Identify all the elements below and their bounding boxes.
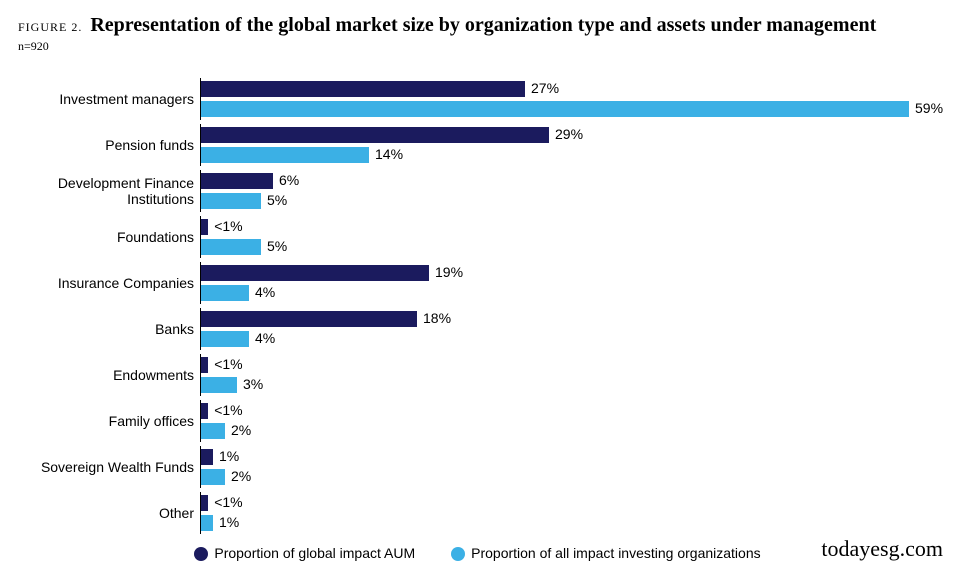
value-label-orgs: 4%	[255, 330, 275, 346]
chart-row: Investment managers27%59%	[0, 78, 955, 120]
legend-swatch-icon	[451, 547, 465, 561]
figure-title: Representation of the global market size…	[90, 14, 876, 36]
chart-row: Development Finance Institutions6%5%	[0, 170, 955, 212]
legend-item: Proportion of all impact investing organ…	[451, 545, 761, 561]
category-label: Banks	[0, 321, 194, 337]
value-label-orgs: 4%	[255, 284, 275, 300]
header: FIGURE 2. Representation of the global m…	[18, 14, 937, 54]
value-label-orgs: 1%	[219, 514, 239, 530]
bar-orgs	[201, 469, 225, 485]
bar-group: <1% 5%	[201, 218, 935, 256]
legend-label: Proportion of global impact AUM	[214, 545, 415, 561]
value-label-aum: 19%	[435, 264, 463, 280]
value-label-aum: 18%	[423, 310, 451, 326]
value-label-aum: 6%	[279, 172, 299, 188]
value-label-orgs: 3%	[243, 376, 263, 392]
bar-orgs	[201, 285, 249, 301]
chart-row: Foundations <1% 5%	[0, 216, 955, 258]
value-label-orgs: 14%	[375, 146, 403, 162]
value-label-orgs: 5%	[267, 192, 287, 208]
bar-group: 1%2%	[201, 448, 935, 486]
chart-row: Endowments <1%3%	[0, 354, 955, 396]
category-label: Insurance Companies	[0, 275, 194, 291]
chart-row: Family offices<1%2%	[0, 400, 955, 442]
bar-aum	[201, 173, 273, 189]
chart-row: Sovereign Wealth Funds1%2%	[0, 446, 955, 488]
value-label-aum: 1%	[219, 448, 239, 464]
value-label-aum: <1%	[214, 494, 242, 510]
bar-aum	[201, 127, 549, 143]
legend-label: Proportion of all impact investing organ…	[471, 545, 761, 561]
bar-group: 6%5%	[201, 172, 935, 210]
bar-group: 27%59%	[201, 80, 935, 118]
bar-orgs	[201, 423, 225, 439]
value-label-aum: 29%	[555, 126, 583, 142]
chart-row: Banks 18% 4%	[0, 308, 955, 350]
value-label-aum: <1%	[214, 218, 242, 234]
category-label: Pension funds	[0, 137, 194, 153]
bar-group: 19% 4%	[201, 264, 935, 302]
bar-orgs	[201, 239, 261, 255]
bar-orgs	[201, 331, 249, 347]
category-label: Endowments	[0, 367, 194, 383]
bar-aum	[201, 219, 208, 235]
value-label-orgs: 59%	[915, 100, 943, 116]
category-label: Sovereign Wealth Funds	[0, 459, 194, 475]
value-label-aum: <1%	[214, 402, 242, 418]
bar-group: <1%1%	[201, 494, 935, 532]
chart-row: Pension funds 29% 14%	[0, 124, 955, 166]
watermark: todayesg.com	[821, 536, 943, 562]
legend-item: Proportion of global impact AUM	[194, 545, 415, 561]
bar-group: 18% 4%	[201, 310, 935, 348]
bar-orgs	[201, 101, 909, 117]
bar-aum	[201, 311, 417, 327]
legend-swatch-icon	[194, 547, 208, 561]
category-label: Family offices	[0, 413, 194, 429]
bar-aum	[201, 449, 213, 465]
bar-aum	[201, 495, 208, 511]
bar-group: <1%3%	[201, 356, 935, 394]
category-label: Other	[0, 505, 194, 521]
bar-orgs	[201, 193, 261, 209]
bar-group: <1%2%	[201, 402, 935, 440]
value-label-orgs: 2%	[231, 468, 251, 484]
figure-container: FIGURE 2. Representation of the global m…	[0, 0, 955, 553]
figure-subtitle: n=920	[18, 39, 937, 54]
category-label: Foundations	[0, 229, 194, 245]
bar-group: 29% 14%	[201, 126, 935, 164]
value-label-aum: 27%	[531, 80, 559, 96]
bar-orgs	[201, 377, 237, 393]
category-label: Development Finance Institutions	[0, 175, 194, 207]
value-label-aum: <1%	[214, 356, 242, 372]
category-label: Investment managers	[0, 91, 194, 107]
bar-chart: Investment managers27%59%Pension funds29…	[0, 78, 955, 538]
bar-aum	[201, 81, 525, 97]
bar-orgs	[201, 515, 213, 531]
figure-label: FIGURE 2.	[18, 20, 82, 34]
bar-orgs	[201, 147, 369, 163]
bar-aum	[201, 403, 208, 419]
chart-row: Other<1%1%	[0, 492, 955, 534]
chart-row: Insurance Companies 19% 4%	[0, 262, 955, 304]
bar-aum	[201, 357, 208, 373]
bar-aum	[201, 265, 429, 281]
value-label-orgs: 5%	[267, 238, 287, 254]
value-label-orgs: 2%	[231, 422, 251, 438]
